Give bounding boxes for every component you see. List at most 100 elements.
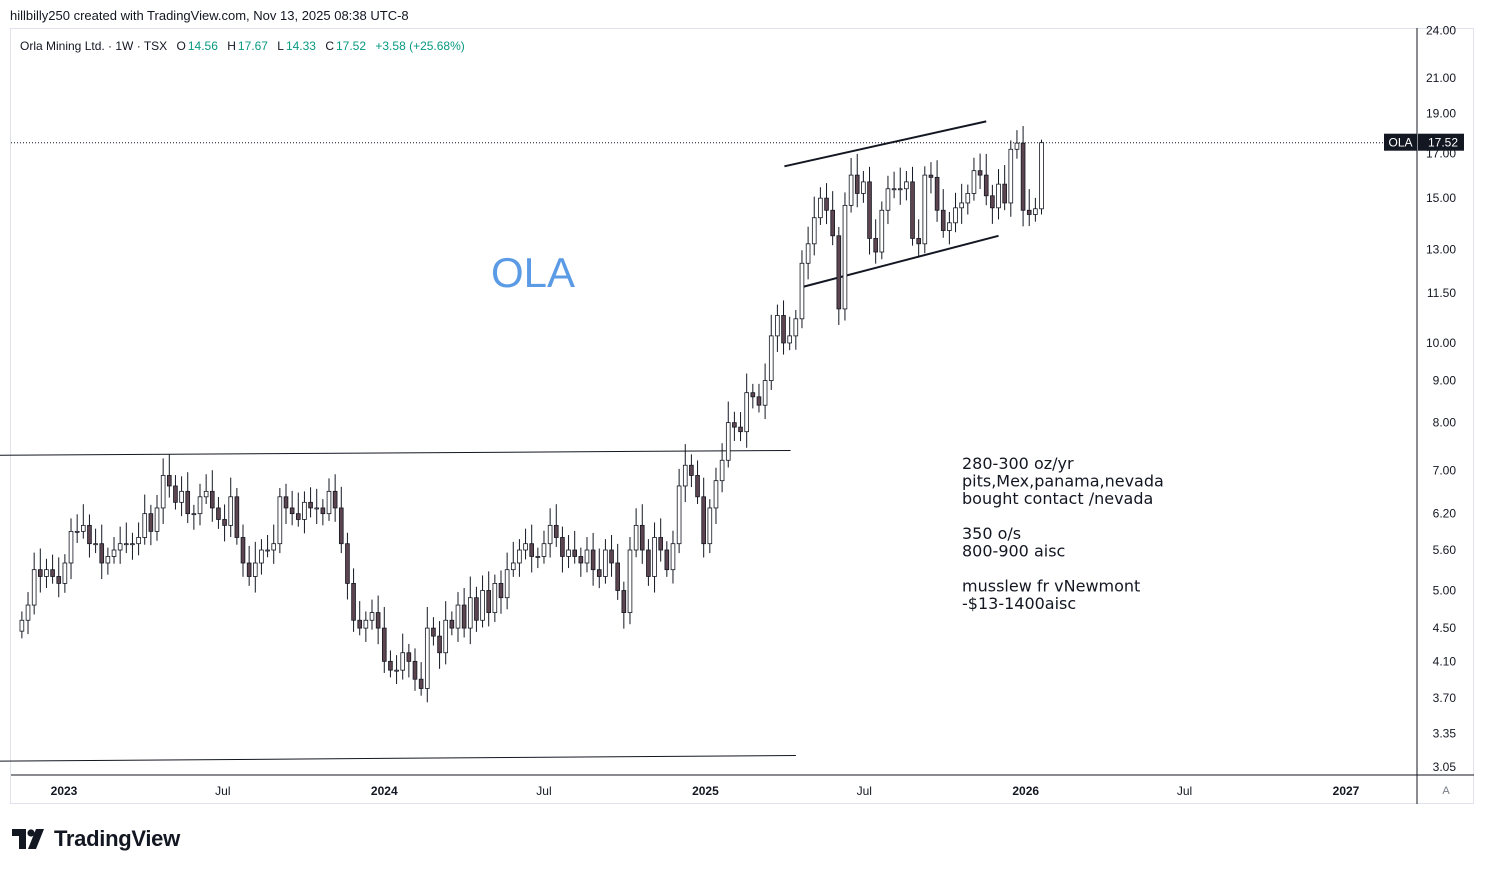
candle xyxy=(615,543,620,600)
y-tick-label: 3.35 xyxy=(1433,726,1457,740)
annotation-line: pits,Mex,panama,nevada xyxy=(962,472,1164,491)
candle-body xyxy=(529,543,535,557)
annotation-line: bought contact /nevada xyxy=(962,489,1153,508)
candle-body xyxy=(216,507,221,520)
drawings xyxy=(0,120,1417,762)
candle xyxy=(676,468,682,554)
candle-body xyxy=(271,543,277,551)
candle xyxy=(467,576,473,645)
tradingview-logo[interactable]: TradingView xyxy=(12,826,180,852)
candle-body xyxy=(1033,208,1038,215)
candle xyxy=(136,522,141,556)
candle xyxy=(732,411,737,441)
candle xyxy=(848,158,854,213)
candle xyxy=(990,184,995,224)
candle-body xyxy=(308,501,313,509)
candle-body xyxy=(609,549,614,564)
candle xyxy=(510,541,516,577)
candle-body xyxy=(467,597,473,629)
candle xyxy=(756,383,762,413)
candle-body xyxy=(142,513,148,538)
candle-body xyxy=(123,543,129,546)
candle-body xyxy=(910,181,915,239)
candle xyxy=(351,568,356,632)
high-value: 17.67 xyxy=(237,39,268,53)
candle-body xyxy=(93,543,98,546)
candle-body xyxy=(904,181,909,190)
axis-lines xyxy=(11,28,1474,804)
candle-body xyxy=(977,170,983,176)
candle-body xyxy=(191,513,197,516)
candle-body xyxy=(136,537,141,545)
candle-body xyxy=(418,678,424,689)
candle-body xyxy=(596,569,602,577)
y-tick-label: 21.00 xyxy=(1426,71,1456,85)
candle xyxy=(928,162,934,194)
candle-body xyxy=(375,612,381,629)
candle-body xyxy=(381,627,387,662)
candle-body xyxy=(44,569,49,577)
candle-body xyxy=(234,496,240,538)
candle-body xyxy=(111,549,117,557)
candle-body xyxy=(455,604,461,629)
candle xyxy=(93,528,98,554)
candle-body xyxy=(504,569,510,599)
candle xyxy=(971,157,977,201)
candle-body xyxy=(830,209,835,237)
candle-body xyxy=(173,485,178,503)
candle-body xyxy=(799,262,805,320)
candle-body xyxy=(793,318,799,337)
candle-body xyxy=(25,604,31,621)
y-tick-label: 4.50 xyxy=(1433,621,1457,635)
annotation-line: -$13-1400aisc xyxy=(962,594,1076,613)
y-tick-label: 8.00 xyxy=(1433,416,1457,430)
candle-body xyxy=(19,619,25,632)
candle xyxy=(553,504,559,547)
auto-scale-button[interactable]: A xyxy=(1442,785,1450,797)
x-tick-label: 2026 xyxy=(1012,784,1039,798)
y-tick-label: 4.10 xyxy=(1433,654,1457,668)
candle-body xyxy=(603,549,608,577)
candle xyxy=(904,170,909,201)
candle xyxy=(1014,130,1020,159)
candle-body xyxy=(676,485,682,545)
candle xyxy=(369,599,375,630)
candle xyxy=(179,476,184,517)
candle-body xyxy=(81,524,86,532)
candle-body xyxy=(928,174,934,178)
y-tick-label: 15.00 xyxy=(1426,191,1456,205)
candle xyxy=(381,606,387,673)
candle-body xyxy=(117,543,123,551)
candle xyxy=(424,606,430,703)
candle-body xyxy=(498,583,504,599)
candle-body xyxy=(68,530,74,564)
candle-body xyxy=(486,590,492,613)
candle-body xyxy=(953,207,958,224)
horizontal-level-line xyxy=(0,449,791,456)
candle-body xyxy=(185,490,191,515)
candle-body xyxy=(99,543,105,564)
candle-body xyxy=(31,569,37,606)
candle-body xyxy=(240,537,246,564)
candle-body xyxy=(38,569,43,577)
candle xyxy=(400,633,406,680)
candle xyxy=(375,595,381,645)
candle-body xyxy=(222,519,227,526)
candle-body xyxy=(627,549,633,613)
channel-lower-line xyxy=(802,234,999,288)
candle-body xyxy=(781,315,786,344)
candle-body xyxy=(750,392,756,398)
candle-body xyxy=(394,669,399,672)
low-label: L xyxy=(277,39,284,53)
candle-body xyxy=(707,507,713,545)
candle-body xyxy=(492,583,498,613)
candle xyxy=(861,170,866,203)
candle xyxy=(738,412,743,442)
candle xyxy=(934,160,940,222)
candle xyxy=(646,539,651,586)
candle-body xyxy=(861,181,866,194)
candle xyxy=(191,504,197,530)
candle xyxy=(111,537,117,564)
candle xyxy=(1002,165,1007,211)
